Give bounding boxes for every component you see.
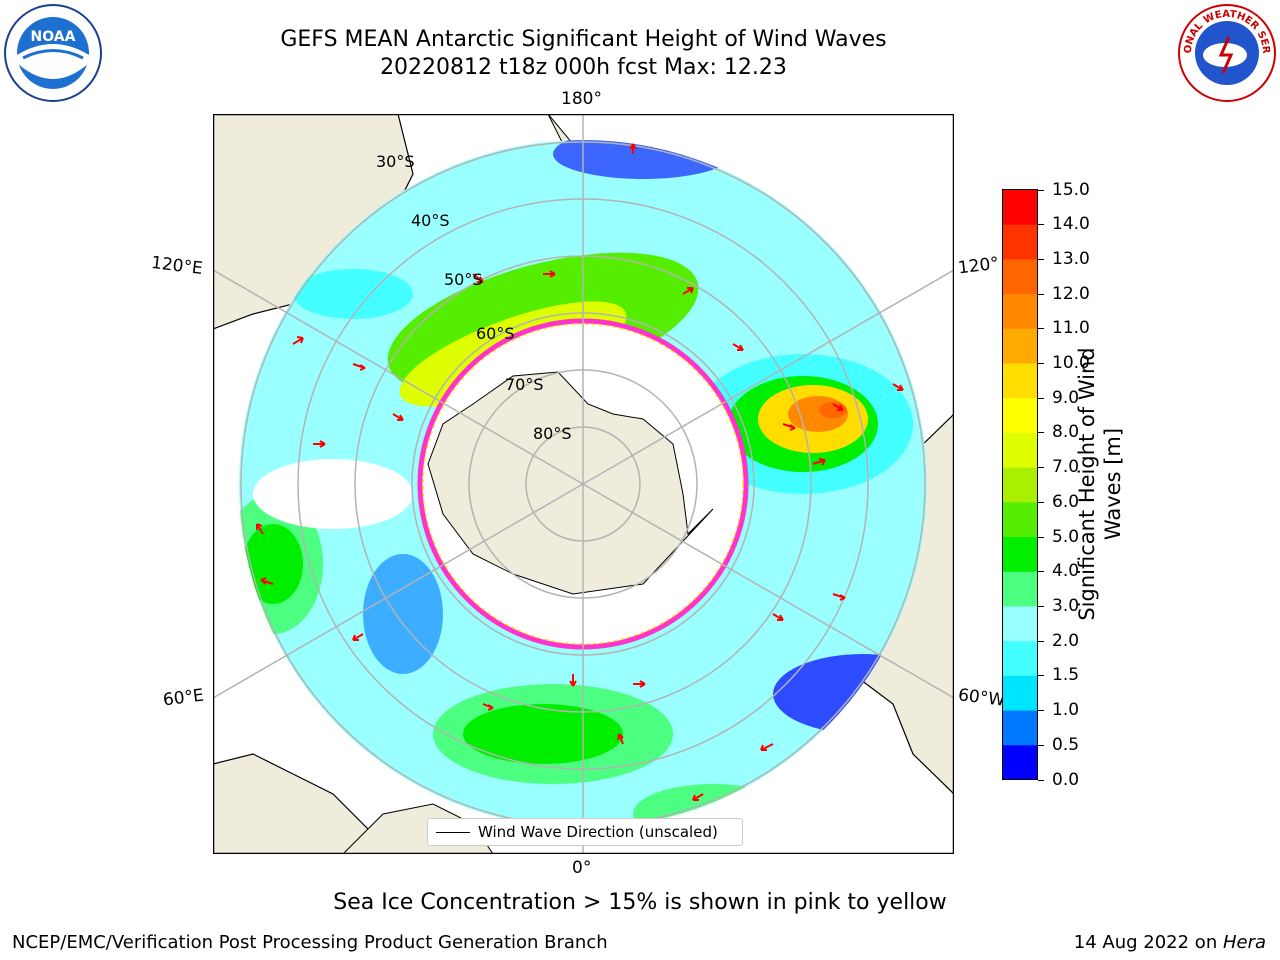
colorbar-tick-mark [1038,258,1044,260]
lat-label-80: 80°S [533,424,572,443]
colorbar-tick-mark [1038,744,1044,746]
colorbar-segment [1002,224,1038,260]
colorbar-segment [1002,675,1038,711]
svg-text:NOAA: NOAA [31,29,76,45]
colorbar-tick-mark [1038,189,1044,191]
colorbar-tick-mark [1038,779,1044,781]
colorbar-tick-label: 7.0 [1052,457,1080,478]
colorbar-segment [1002,501,1038,538]
colorbar-tick-label: 3.0 [1052,595,1080,616]
colorbar-tick-label: 6.0 [1052,491,1080,512]
lon-label-lower-right: 60°W [956,685,1006,711]
lon-label-top: 180° [561,89,602,109]
lat-label-30: 30°S [376,152,415,171]
colorbar-segment [1002,571,1038,607]
polar-map [213,114,954,854]
lon-label-lower-left: 60°E [161,685,205,711]
colorbar-segment [1002,189,1038,225]
colorbar-segment [1002,605,1038,642]
colorbar-segment [1002,432,1038,468]
footer-branch: NCEP/EMC/Verification Post Processing Pr… [12,932,608,953]
map-legend: Wind Wave Direction (unscaled) [427,818,743,846]
colorbar-segment [1002,744,1038,780]
chart-title: GEFS MEAN Antarctic Significant Height o… [213,26,954,82]
colorbar-tick-label: 14.0 [1052,214,1090,235]
colorbar-tick-mark [1038,536,1044,538]
africa-land [213,753,384,854]
footer-date: 14 Aug 2022 on Hera [1073,932,1266,953]
colorbar-tick-label: 5.0 [1052,526,1080,547]
colorbar-tick-mark [1038,501,1044,503]
colorbar-tick-mark [1038,397,1044,399]
colorbar-tick-mark [1038,571,1044,573]
colorbar-segment [1002,293,1038,329]
lat-label-60: 60°S [476,324,515,343]
colorbar-tick-label: 9.0 [1052,387,1080,408]
colorbar-segment [1002,363,1038,399]
lon-label-upper-right: 120° [956,253,1001,279]
colorbar-tick-label: 0.0 [1052,769,1080,790]
colorbar-tick-mark [1038,363,1044,365]
colorbar-tick-mark [1038,640,1044,642]
colorbar-label: Significant Height of Wind Waves [m] [1075,347,1125,621]
colorbar-tick-mark [1038,432,1044,434]
noaa-logo: NOAA [3,3,103,107]
lon-label-bottom: 0° [572,858,592,878]
lat-label-70: 70°S [505,375,544,394]
colorbar-tick-mark [1038,675,1044,677]
colorbar-tick-label: 1.5 [1052,665,1080,686]
colorbar-tick-label: 15.0 [1052,179,1090,200]
colorbar-segment [1002,467,1038,503]
title-line-2: 20220812 t18z 000h fcst Max: 12.23 [380,55,787,80]
colorbar-segment [1002,258,1038,295]
colorbar [1002,189,1038,780]
nws-logo: NATIONAL WEATHER SERVICE [1173,0,1277,107]
colorbar-tick-label: 10.0 [1052,353,1090,374]
colorbar-tick-mark [1038,293,1044,295]
colorbar-tick-label: 0.5 [1052,734,1080,755]
colorbar-tick-mark [1038,605,1044,607]
colorbar-segment [1002,710,1038,746]
legend-label: Wind Wave Direction (unscaled) [478,823,718,841]
sea-ice-caption: Sea Ice Concentration > 15% is shown in … [333,890,947,915]
colorbar-segment [1002,397,1038,433]
lat-label-50: 50°S [444,270,483,289]
colorbar-tick-mark [1038,467,1044,469]
colorbar-tick-mark [1038,710,1044,712]
wind-wave-arrows [256,143,904,801]
colorbar-tick-label: 11.0 [1052,318,1090,339]
colorbar-tick-label: 12.0 [1052,283,1090,304]
colorbar-tick-label: 8.0 [1052,422,1080,443]
colorbar-tick-label: 1.0 [1052,700,1080,721]
colorbar-tick-label: 13.0 [1052,248,1090,269]
legend-line-icon [436,831,470,833]
colorbar-segment [1002,328,1038,364]
colorbar-segment [1002,536,1038,572]
colorbar-tick-mark [1038,328,1044,330]
title-line-1: GEFS MEAN Antarctic Significant Height o… [280,27,887,52]
colorbar-tick-mark [1038,224,1044,226]
colorbar-segment [1002,640,1038,676]
colorbar-tick-label: 2.0 [1052,630,1080,651]
colorbar-tick-label: 4.0 [1052,561,1080,582]
lon-label-upper-left: 120°E [149,252,204,280]
lat-label-40: 40°S [411,211,450,230]
